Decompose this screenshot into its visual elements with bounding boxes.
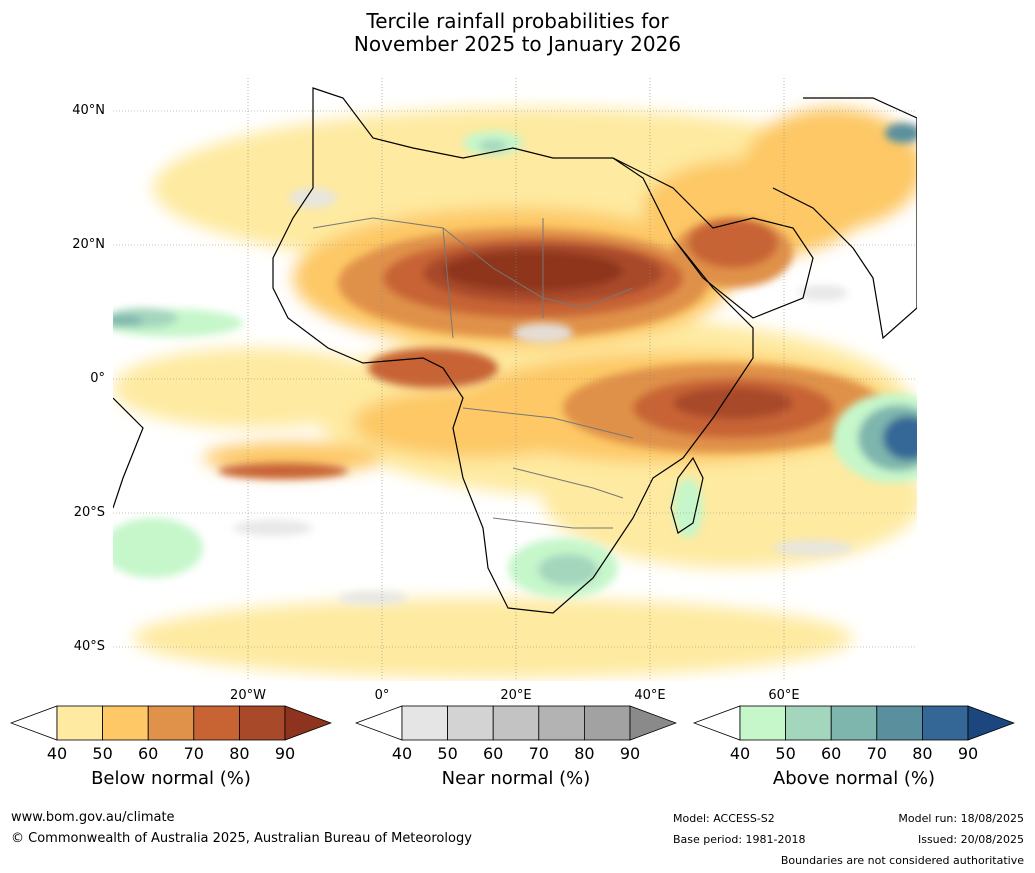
below-normal-colorbar	[10, 705, 332, 741]
website-link[interactable]: www.bom.gov.au/climate	[11, 810, 175, 825]
cb0-tick: 50	[92, 744, 113, 763]
cb0-tick: 70	[183, 744, 204, 763]
lon-label-20w: 20°W	[230, 688, 266, 703]
rainfall-probability-map	[113, 78, 917, 681]
colorbar-max-extension	[284, 705, 332, 741]
cb2-tick: 80	[912, 744, 933, 763]
lat-label-20n: 20°N	[72, 237, 105, 252]
lat-label-40s: 40°S	[73, 639, 105, 654]
colorbar-box	[401, 705, 448, 741]
lon-label-60e: 60°E	[768, 688, 800, 703]
colorbar-max-extension	[967, 705, 1015, 741]
colorbar-box	[785, 705, 832, 741]
map-title-line1: Tercile rainfall probabilities for	[366, 9, 669, 33]
above-normal-colorbar	[693, 705, 1015, 741]
map-title-line2: November 2025 to January 2026	[353, 32, 682, 56]
colorbar-min-extension	[355, 705, 403, 741]
lon-label-0: 0°	[374, 688, 390, 703]
cb0-tick: 90	[274, 744, 296, 763]
issued-text: Issued: 20/08/2025	[917, 833, 1024, 846]
cb0-tick: 80	[229, 744, 250, 763]
lat-label-20s: 20°S	[73, 505, 105, 520]
base-period-text: Base period: 1981-2018	[673, 833, 806, 846]
colorbar-min-extension	[10, 705, 58, 741]
lon-label-40e: 40°E	[634, 688, 666, 703]
near-normal-label: Near normal (%)	[441, 768, 591, 789]
lon-label-20e: 20°E	[500, 688, 532, 703]
cb2-tick: 50	[775, 744, 796, 763]
lat-label-40n: 40°N	[72, 103, 105, 118]
colorbar-box	[193, 705, 240, 741]
cb0-tick: 40	[46, 744, 68, 763]
below-normal-label: Below normal (%)	[91, 768, 251, 789]
colorbar-box	[56, 705, 103, 741]
model-run-text: Model run: 18/08/2025	[898, 812, 1024, 825]
colorbar-box	[447, 705, 494, 741]
cb1-tick: 90	[619, 744, 641, 763]
copyright-text: © Commonwealth of Australia 2025, Austra…	[11, 831, 472, 846]
cb0-tick: 60	[138, 744, 159, 763]
colorbar-box	[238, 705, 286, 741]
cb1-tick: 60	[483, 744, 504, 763]
lat-label-0: 0°	[90, 371, 105, 386]
cb1-tick: 50	[437, 744, 458, 763]
cb2-tick: 90	[957, 744, 979, 763]
cb2-tick: 40	[729, 744, 751, 763]
colorbar-max-extension	[629, 705, 677, 741]
colorbar-box	[921, 705, 969, 741]
colorbar-box	[739, 705, 786, 741]
cb2-tick: 60	[821, 744, 842, 763]
cb1-tick: 70	[528, 744, 549, 763]
colorbar-box	[147, 705, 195, 741]
map-canvas	[113, 78, 917, 681]
near-normal-colorbar	[355, 705, 677, 741]
disclaimer-text: Boundaries are not considered authoritat…	[780, 854, 1024, 867]
colorbar-box	[830, 705, 878, 741]
model-text: Model: ACCESS-S2	[673, 812, 775, 825]
colorbar-box	[583, 705, 631, 741]
above-normal-label: Above normal (%)	[772, 768, 936, 789]
cb2-tick: 70	[866, 744, 887, 763]
colorbar-box	[876, 705, 923, 741]
colorbar-box	[492, 705, 540, 741]
colorbar-min-extension	[693, 705, 741, 741]
colorbar-box	[538, 705, 585, 741]
cb1-tick: 80	[574, 744, 595, 763]
cb1-tick: 40	[391, 744, 413, 763]
colorbar-box	[102, 705, 149, 741]
